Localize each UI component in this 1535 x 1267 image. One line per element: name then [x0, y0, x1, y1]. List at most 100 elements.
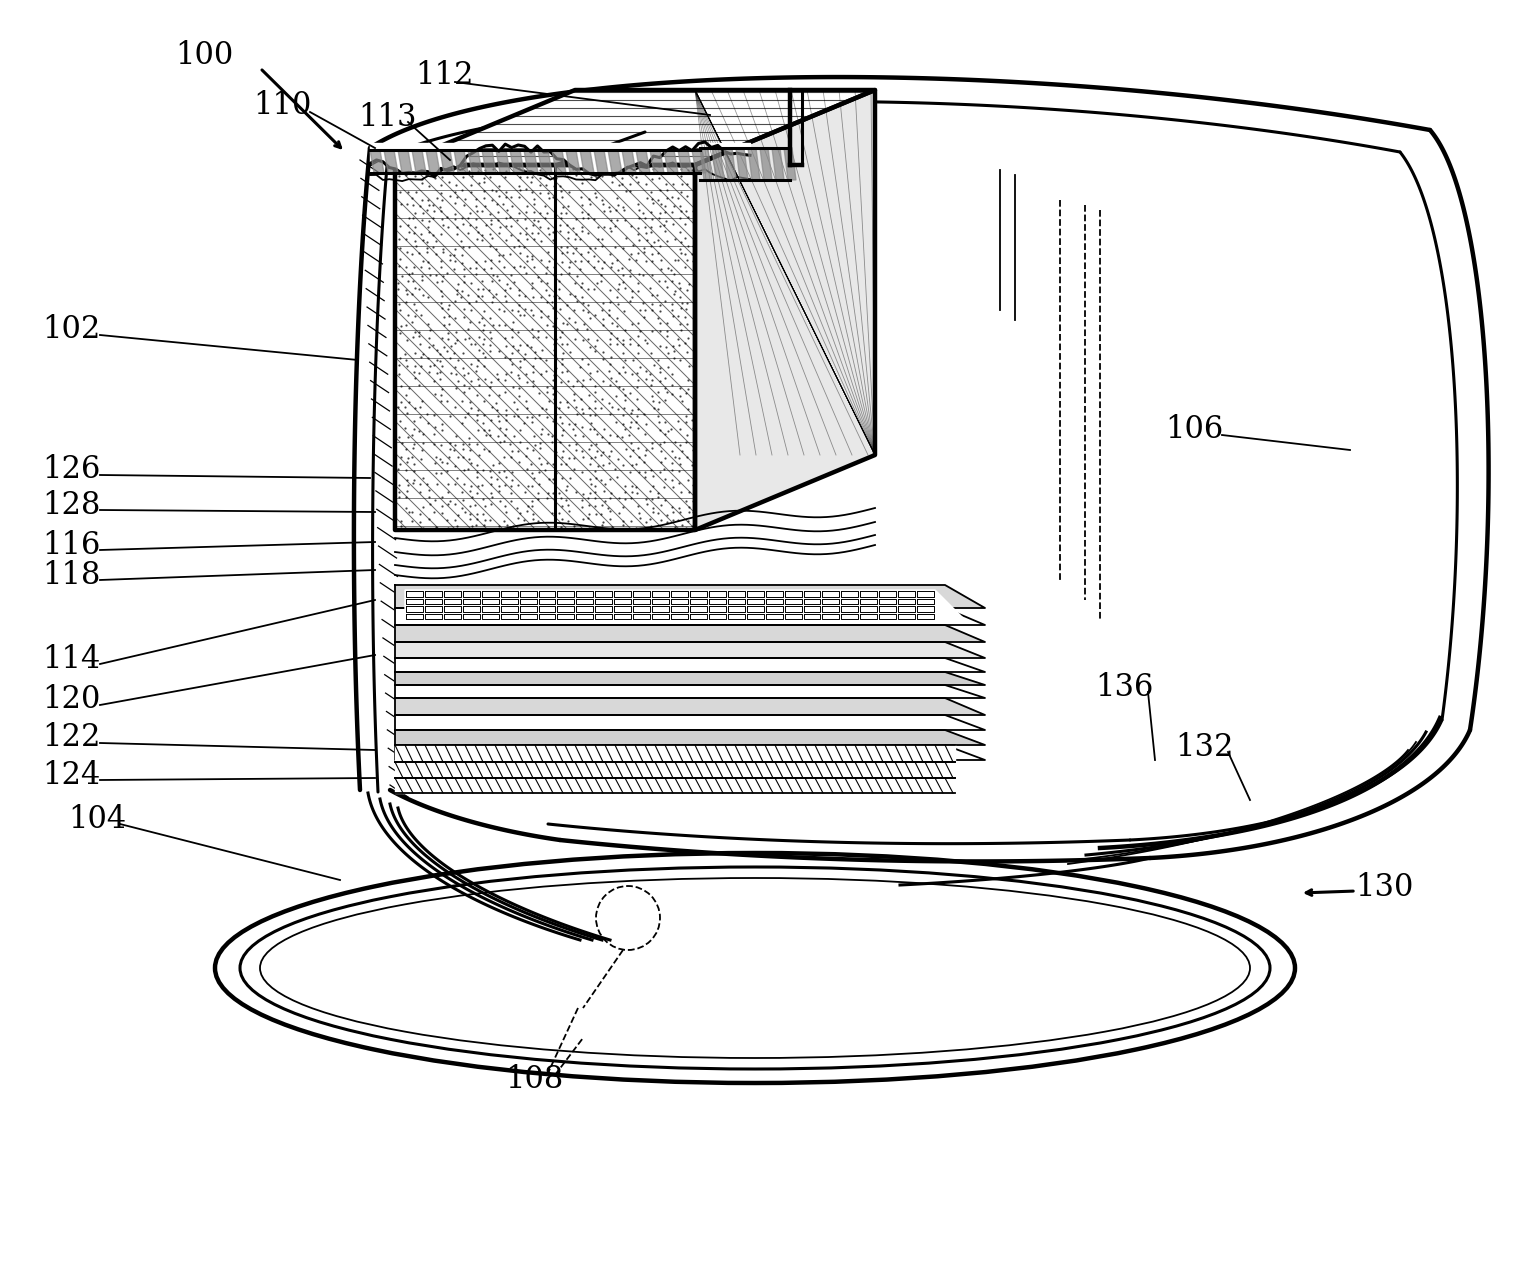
Polygon shape — [614, 606, 631, 612]
Polygon shape — [880, 598, 896, 604]
Polygon shape — [444, 613, 460, 620]
Polygon shape — [454, 150, 468, 174]
Text: 100: 100 — [175, 39, 233, 71]
Polygon shape — [728, 606, 744, 612]
Polygon shape — [519, 606, 537, 612]
Polygon shape — [635, 150, 649, 174]
Polygon shape — [394, 658, 985, 672]
Ellipse shape — [215, 853, 1296, 1083]
Polygon shape — [760, 148, 772, 180]
Text: 104: 104 — [68, 805, 126, 835]
Polygon shape — [695, 90, 875, 530]
Text: 132: 132 — [1174, 732, 1234, 764]
Polygon shape — [880, 613, 896, 620]
Text: 128: 128 — [41, 489, 100, 521]
Polygon shape — [500, 598, 517, 604]
Polygon shape — [425, 606, 442, 612]
Polygon shape — [398, 150, 411, 174]
Polygon shape — [394, 745, 955, 761]
Polygon shape — [784, 148, 797, 180]
Polygon shape — [735, 148, 748, 180]
Polygon shape — [916, 606, 933, 612]
Polygon shape — [632, 606, 649, 612]
Polygon shape — [671, 606, 688, 612]
Polygon shape — [394, 625, 985, 642]
Polygon shape — [692, 150, 706, 174]
Polygon shape — [860, 598, 876, 604]
Text: 112: 112 — [414, 60, 473, 90]
Polygon shape — [728, 598, 744, 604]
Polygon shape — [370, 150, 384, 174]
Polygon shape — [689, 598, 706, 604]
Text: 126: 126 — [41, 455, 100, 485]
Polygon shape — [405, 590, 966, 620]
Text: 130: 130 — [1355, 873, 1414, 903]
Polygon shape — [566, 150, 580, 174]
Polygon shape — [784, 598, 801, 604]
Polygon shape — [394, 90, 875, 165]
Polygon shape — [394, 608, 985, 625]
Polygon shape — [823, 613, 840, 620]
Polygon shape — [766, 590, 783, 597]
Polygon shape — [405, 613, 424, 620]
Polygon shape — [916, 613, 933, 620]
Text: 108: 108 — [505, 1064, 563, 1096]
Polygon shape — [860, 613, 876, 620]
Text: 124: 124 — [41, 759, 100, 791]
Polygon shape — [712, 148, 725, 180]
Polygon shape — [614, 598, 631, 604]
Polygon shape — [539, 613, 556, 620]
Polygon shape — [539, 606, 556, 612]
Polygon shape — [652, 613, 669, 620]
Polygon shape — [370, 77, 1431, 165]
Text: 113: 113 — [358, 103, 416, 133]
Polygon shape — [841, 590, 858, 597]
Polygon shape — [632, 613, 649, 620]
Polygon shape — [608, 150, 622, 174]
Polygon shape — [462, 598, 480, 604]
Polygon shape — [468, 150, 482, 174]
Polygon shape — [576, 598, 594, 604]
Text: 122: 122 — [41, 722, 100, 754]
Polygon shape — [394, 642, 985, 658]
Polygon shape — [860, 590, 876, 597]
Polygon shape — [425, 613, 442, 620]
Polygon shape — [614, 590, 631, 597]
Polygon shape — [462, 613, 480, 620]
Polygon shape — [596, 590, 612, 597]
Polygon shape — [671, 613, 688, 620]
Polygon shape — [766, 606, 783, 612]
Polygon shape — [649, 150, 665, 174]
Polygon shape — [523, 150, 537, 174]
Polygon shape — [557, 613, 574, 620]
Polygon shape — [671, 590, 688, 597]
Polygon shape — [405, 590, 424, 597]
Polygon shape — [671, 598, 688, 604]
Polygon shape — [462, 606, 480, 612]
Polygon shape — [539, 598, 556, 604]
Polygon shape — [746, 613, 763, 620]
Polygon shape — [632, 598, 649, 604]
Polygon shape — [748, 148, 760, 180]
Polygon shape — [823, 598, 840, 604]
Polygon shape — [557, 590, 574, 597]
Polygon shape — [803, 590, 820, 597]
Polygon shape — [557, 598, 574, 604]
Polygon shape — [746, 590, 763, 597]
Polygon shape — [394, 585, 985, 608]
Polygon shape — [880, 590, 896, 597]
Polygon shape — [898, 598, 915, 604]
Polygon shape — [596, 606, 612, 612]
Polygon shape — [728, 590, 744, 597]
Polygon shape — [728, 613, 744, 620]
Polygon shape — [539, 590, 556, 597]
Polygon shape — [394, 745, 985, 760]
Polygon shape — [678, 150, 692, 174]
Polygon shape — [482, 606, 499, 612]
Polygon shape — [784, 606, 801, 612]
Polygon shape — [500, 590, 517, 597]
Polygon shape — [441, 150, 454, 174]
Polygon shape — [784, 590, 801, 597]
Polygon shape — [576, 590, 594, 597]
Polygon shape — [594, 150, 608, 174]
